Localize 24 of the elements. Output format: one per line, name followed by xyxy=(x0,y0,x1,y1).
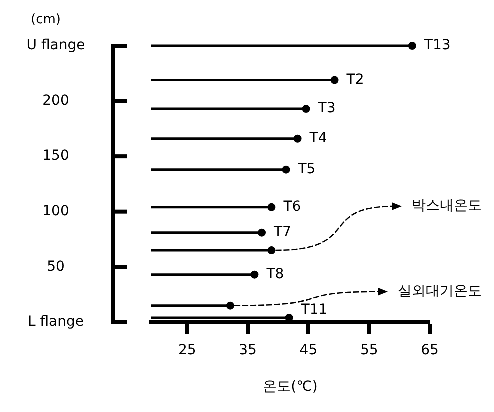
annotation: 박스내온도 xyxy=(412,198,482,214)
y-tick-label: 50 xyxy=(47,258,65,275)
data-label: T11 xyxy=(300,302,328,318)
data-label: T2 xyxy=(346,72,364,88)
y-tick-label: U flange xyxy=(26,38,86,54)
y-axis-title: (cm) xyxy=(31,12,61,28)
data-label: T13 xyxy=(423,38,451,54)
x-tick-label: 35 xyxy=(239,342,257,358)
x-axis-title: 온도(℃) xyxy=(263,379,318,396)
data-label: T6 xyxy=(282,199,302,216)
y-tick-label: 150 xyxy=(42,148,70,164)
x-tick-label: 45 xyxy=(300,342,318,358)
annotation: 실외대기온도 xyxy=(398,283,482,300)
data-label: T5 xyxy=(297,161,316,178)
y-tick-label: L flange xyxy=(28,314,84,330)
y-tick-label: 200 xyxy=(42,92,70,109)
x-tick-label: 25 xyxy=(178,342,196,358)
data-label: T7 xyxy=(272,224,292,240)
data-label: T8 xyxy=(266,266,284,282)
data-label: T3 xyxy=(317,100,336,117)
x-tick-label: 55 xyxy=(360,342,378,358)
y-tick-label: 100 xyxy=(42,203,70,220)
x-tick-label: 65 xyxy=(421,342,439,358)
data-label: T4 xyxy=(308,130,328,147)
